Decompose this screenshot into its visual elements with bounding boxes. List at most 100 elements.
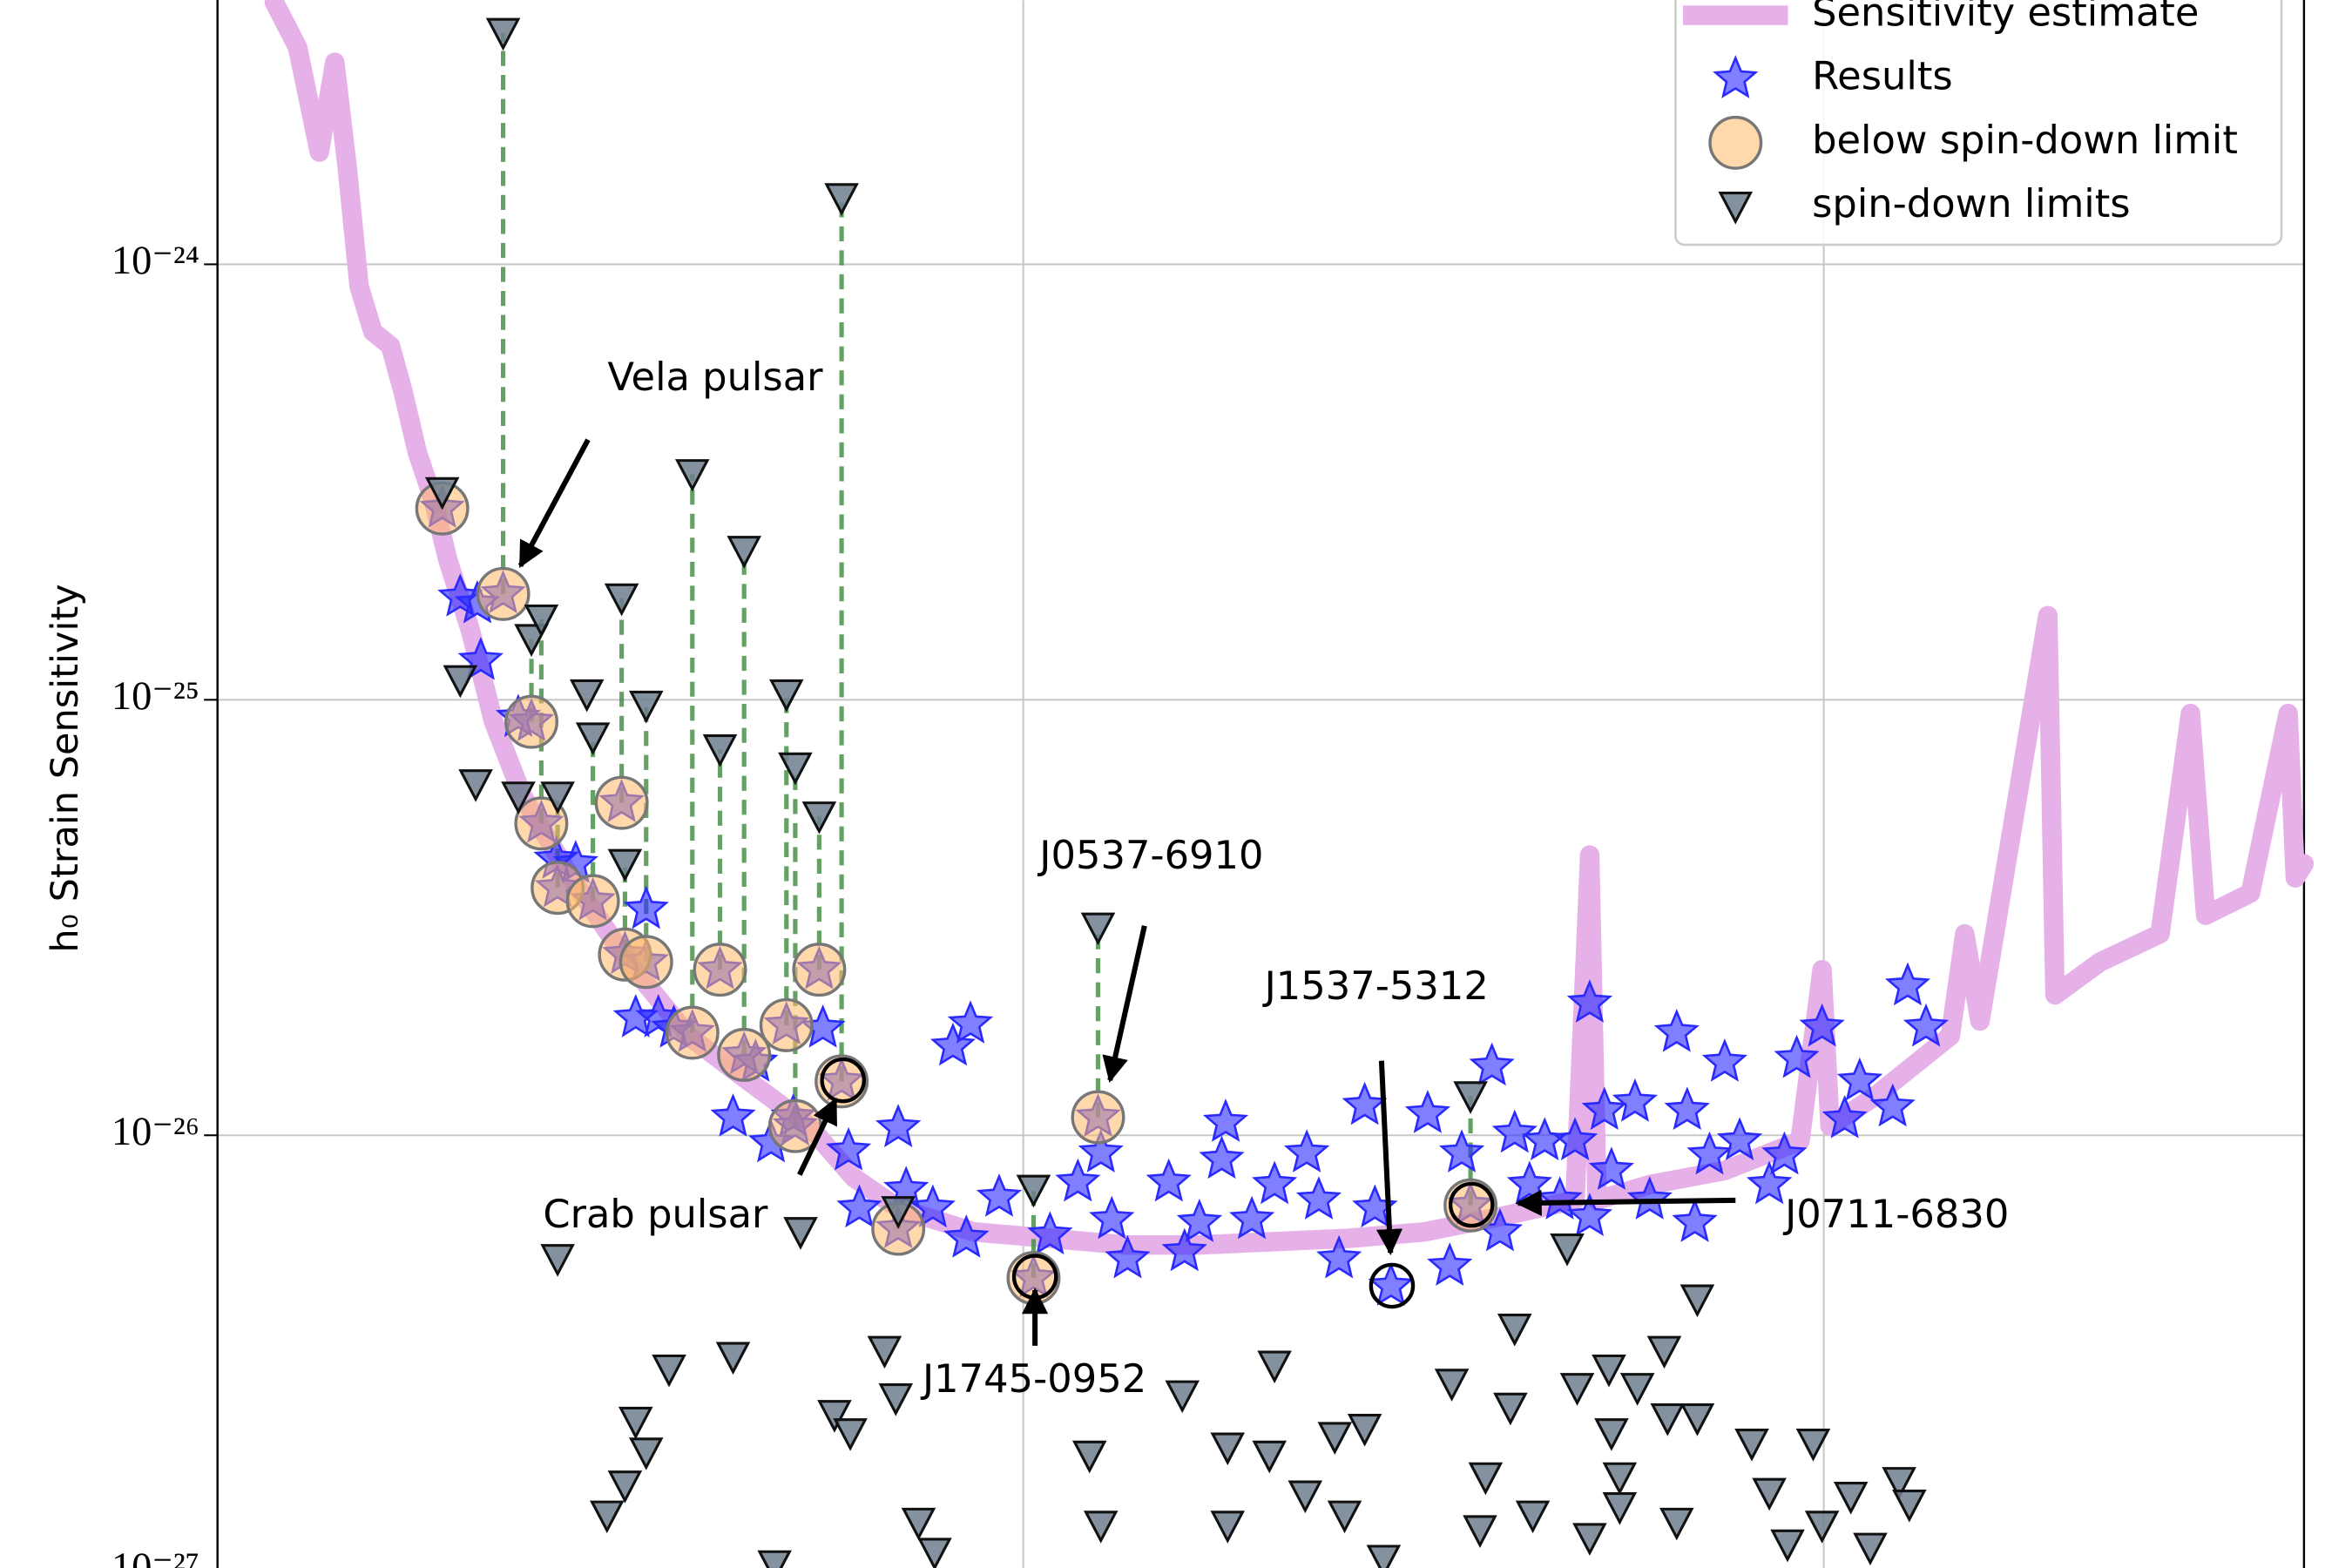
- highlight-ring: [1448, 1181, 1495, 1228]
- star-marker: [710, 1093, 756, 1137]
- annotations: Vela pulsar Crab pulsar J0537-6910 J1537-53…: [517, 354, 2009, 1402]
- star-marker: [1588, 1146, 1634, 1190]
- triangle-marker: [575, 722, 611, 755]
- legend-label: below spin-down limit: [1812, 117, 2238, 163]
- triangle-marker: [1366, 1544, 1402, 1568]
- triangle-marker: [1659, 1507, 1694, 1541]
- triangle-marker: [1882, 1467, 1916, 1500]
- circle-marker: [618, 935, 673, 990]
- legend-label: spin-down limits: [1812, 180, 2131, 226]
- triangle-marker: [1165, 1380, 1200, 1414]
- triangle-marker: [1770, 1529, 1805, 1563]
- star-marker: [909, 1184, 956, 1228]
- circle-marker: [1443, 1178, 1498, 1233]
- star-marker: [1653, 1009, 1700, 1052]
- triangle-marker: [1497, 1314, 1532, 1347]
- star-marker: [875, 1104, 922, 1148]
- triangle-marker: [1210, 1511, 1246, 1544]
- circle-marker: [1071, 1090, 1125, 1145]
- triangle-marker: [1734, 1429, 1769, 1462]
- triangle-marker: [1468, 1462, 1504, 1496]
- triangle-marker: [1892, 1489, 1927, 1523]
- triangle-marker: [833, 1418, 868, 1451]
- triangle-marker: [1559, 1373, 1595, 1406]
- annotation-label: J0711-6830: [1782, 1191, 2009, 1237]
- star-marker: [1537, 1176, 1583, 1220]
- star-marker: [976, 1173, 1023, 1217]
- star-marker: [1027, 1211, 1073, 1254]
- triangle-marker: [1594, 1418, 1629, 1451]
- triangle-marker: [702, 734, 738, 767]
- annotation-arrow: [1515, 1189, 1736, 1216]
- triangle-marker: [1434, 1369, 1470, 1402]
- star-marker: [1664, 1086, 1710, 1131]
- star-marker: [1884, 962, 1931, 1006]
- star-marker: [1626, 1176, 1673, 1220]
- circle-marker: [792, 943, 847, 997]
- triangle-marker: [607, 1470, 643, 1504]
- star-marker: [1491, 1109, 1538, 1153]
- triangle-marker: [715, 1342, 751, 1375]
- circle-marker: [514, 796, 569, 851]
- y-tick-label: 10⁻²⁴: [112, 239, 199, 283]
- star-marker: [1176, 1199, 1223, 1242]
- star-marker: [1105, 1234, 1151, 1279]
- triangle-marker: [1016, 1174, 1051, 1208]
- triangle-marker: [1853, 1532, 1888, 1566]
- star-marker: [1612, 1078, 1659, 1122]
- legend-label: Sensitivity estimate: [1812, 0, 2199, 36]
- triangle-marker: [1493, 1392, 1528, 1426]
- star-marker: [1821, 1095, 1868, 1139]
- star-marker: [1161, 1227, 1207, 1272]
- plot-area: [264, 0, 2315, 1568]
- star-marker: [1295, 1176, 1342, 1220]
- legend-swatch: [1718, 192, 1754, 225]
- sensitivity-line: [264, 0, 2315, 1255]
- star-marker: [1686, 1131, 1733, 1175]
- triangle-marker: [652, 1354, 686, 1388]
- triangle-marker: [1317, 1422, 1353, 1455]
- star-marker: [1761, 1131, 1808, 1175]
- annotation-arrow: [1375, 1060, 1403, 1256]
- triangle-marker: [458, 769, 493, 802]
- star-marker: [1078, 1129, 1124, 1173]
- star-marker: [1368, 1262, 1415, 1306]
- annotation-label: J1537-5312: [1262, 963, 1489, 1009]
- triangle-marker: [1680, 1403, 1715, 1436]
- legend-box: [1674, 0, 2283, 247]
- star-marker: [1836, 1057, 1883, 1101]
- star-marker: [1404, 1090, 1451, 1133]
- legend-label: Results: [1812, 53, 1953, 99]
- triangle-marker: [727, 536, 761, 569]
- star-marker: [1229, 1195, 1275, 1240]
- plot-frame: [216, 0, 2306, 1568]
- triangle-marker: [1619, 1373, 1655, 1406]
- star-marker: [1566, 1193, 1613, 1236]
- triangle-marker: [1080, 912, 1116, 946]
- triangle-marker: [1833, 1481, 1869, 1515]
- triangle-marker: [424, 476, 460, 510]
- triangle-marker: [1327, 1500, 1362, 1534]
- triangle-marker: [569, 679, 605, 713]
- star-marker: [1521, 1117, 1568, 1161]
- star-marker: [623, 885, 669, 929]
- grid: 10⁻²⁴ 10⁻²⁵ 10⁻²⁶ 10⁻²⁷: [112, 0, 2306, 1568]
- triangle-marker: [524, 604, 559, 638]
- star-marker: [1342, 1081, 1388, 1125]
- y-axis-label: h₀ Strain Sensitivity: [44, 584, 87, 952]
- triangle-marker: [1252, 1440, 1288, 1474]
- triangle-marker: [1646, 1335, 1682, 1369]
- legend: Sensitivity estimate Results below spin-do…: [1674, 0, 2283, 247]
- star-marker: [1146, 1158, 1192, 1202]
- triangle-marker: [540, 781, 575, 814]
- triangle-marker: [1347, 1413, 1382, 1447]
- triangle-marker: [757, 1550, 792, 1568]
- star-marker: [1427, 1242, 1473, 1286]
- triangle-marker: [501, 781, 536, 814]
- triangle-marker: [485, 17, 521, 51]
- triangle-marker: [1288, 1480, 1323, 1514]
- circle-marker: [717, 1027, 772, 1082]
